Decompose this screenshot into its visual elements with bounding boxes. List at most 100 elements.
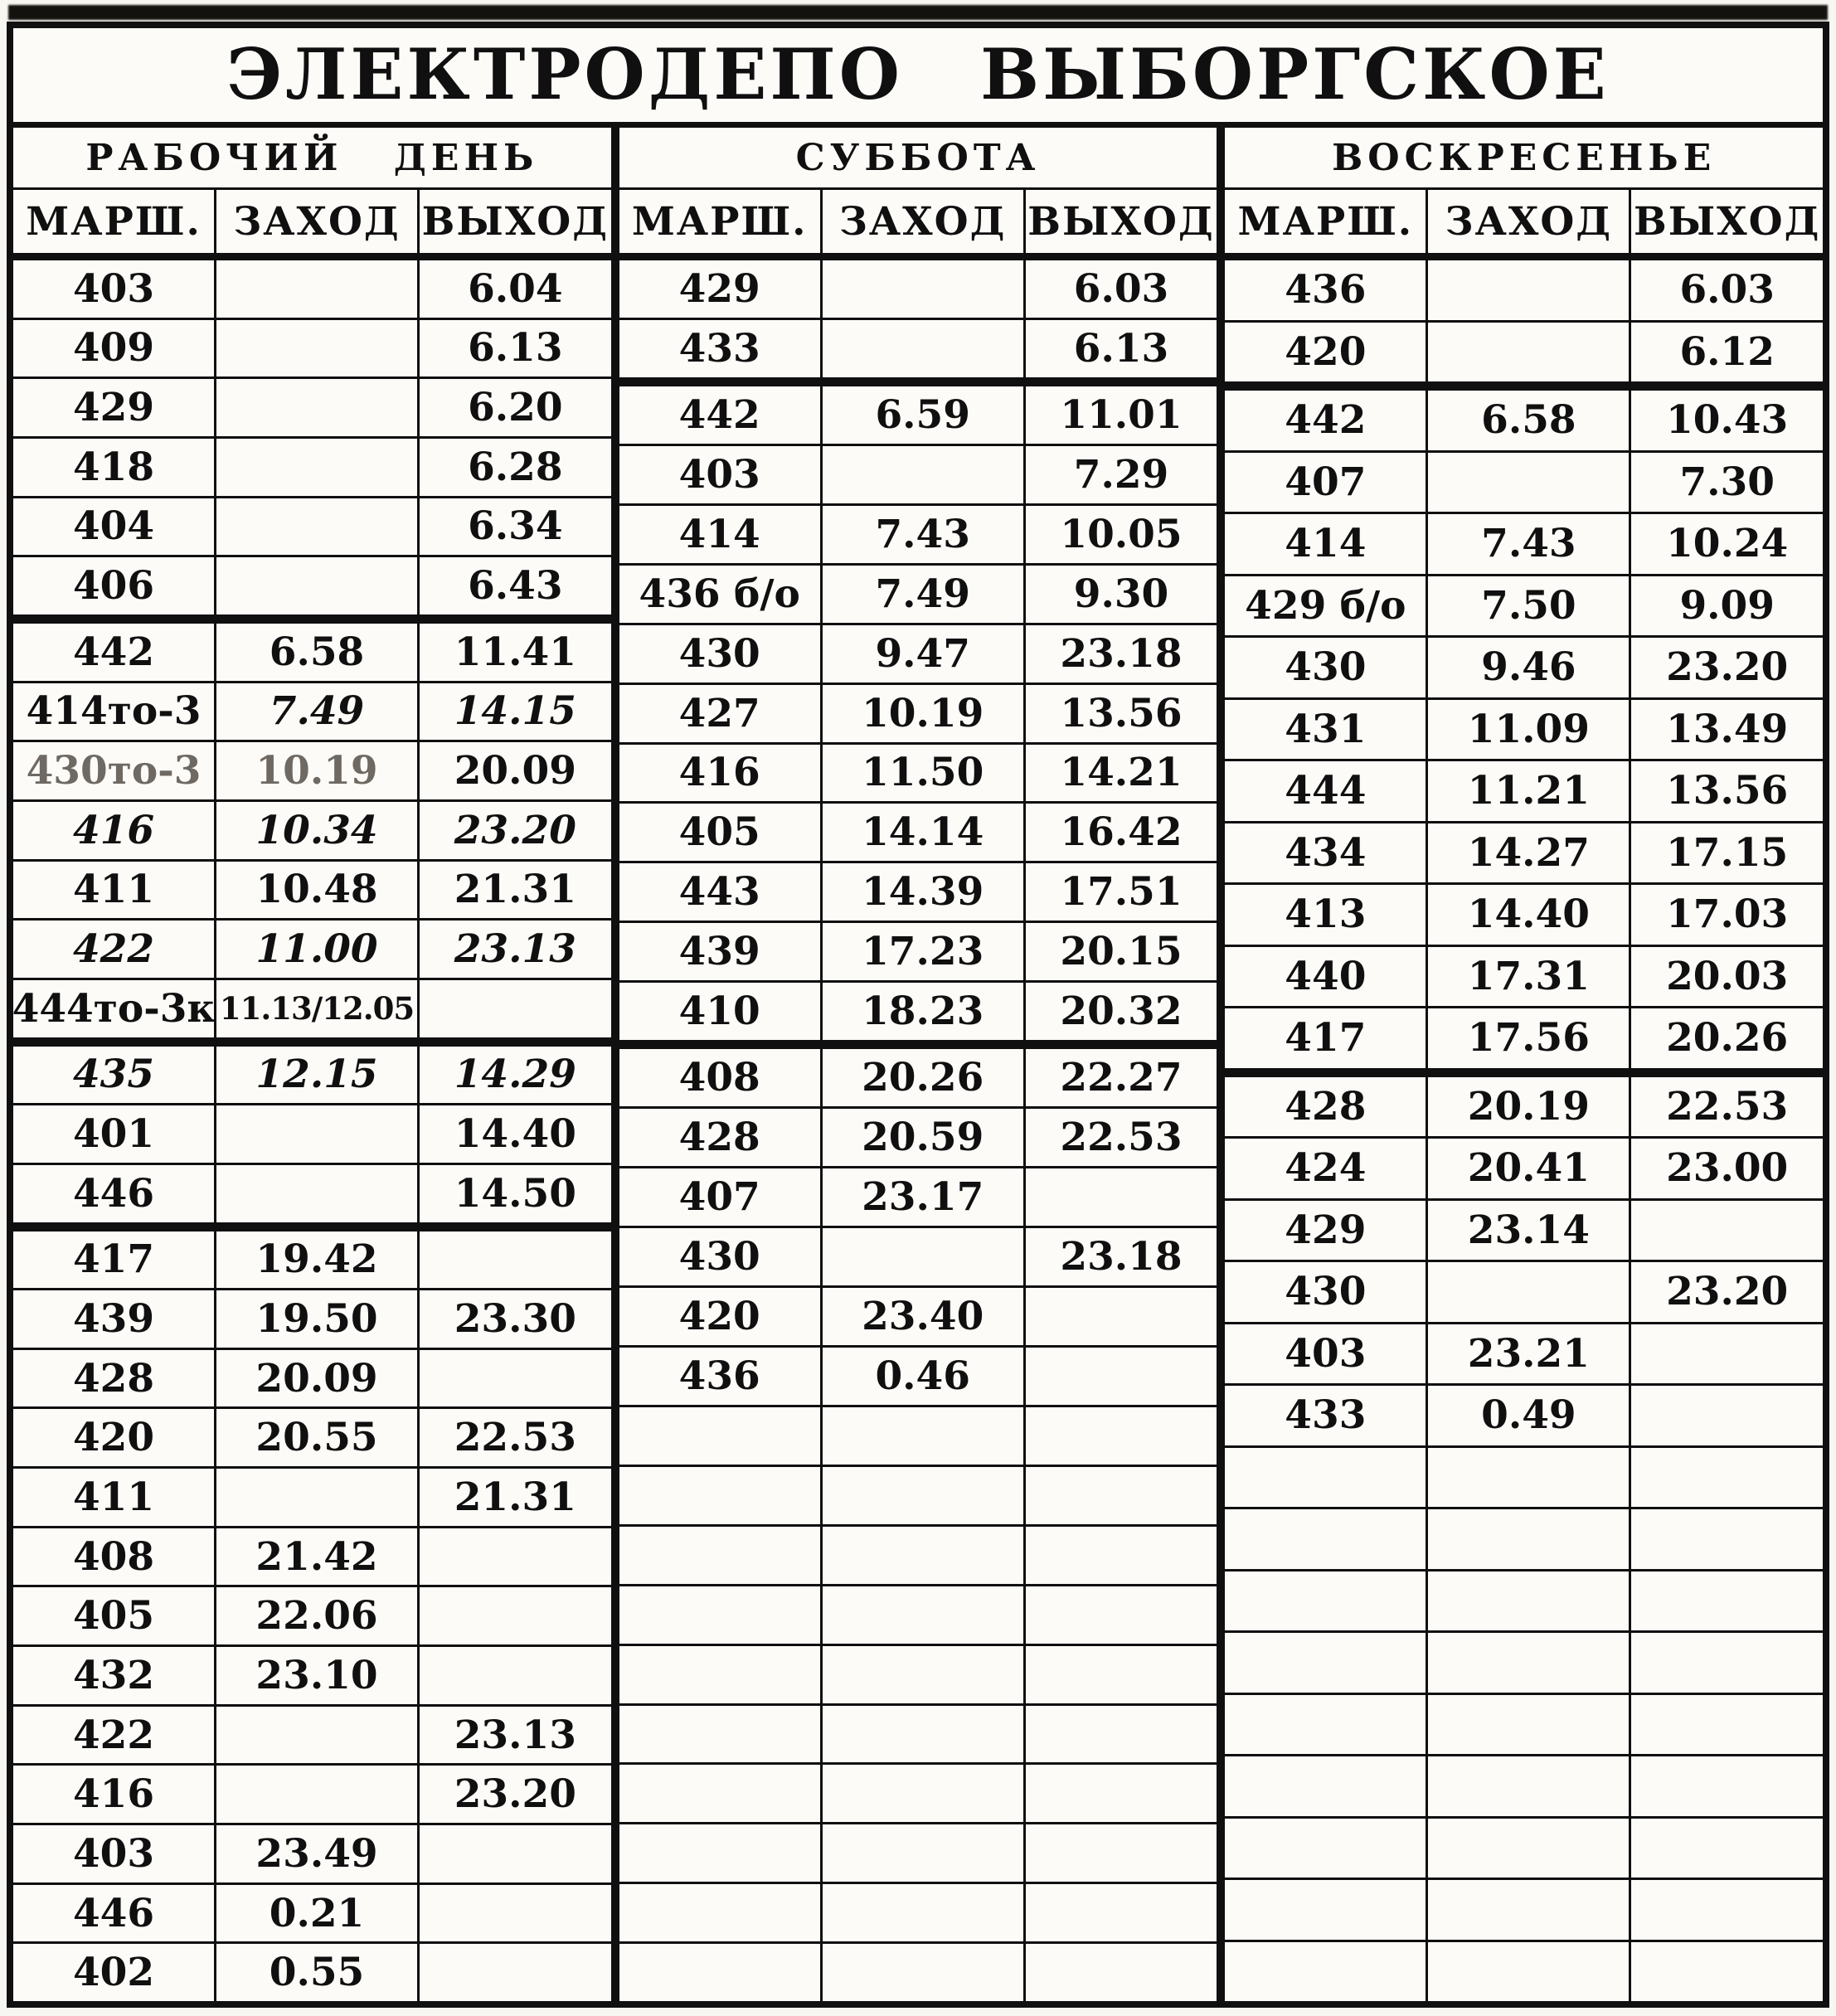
route-cell (619, 1526, 823, 1584)
zahod-cell: 7.43 (823, 505, 1026, 563)
zahod-cell (216, 557, 420, 615)
vyhod-cell: 23.20 (1666, 644, 1789, 691)
col-header-route-cell: МАРШ. (1225, 190, 1429, 253)
route-cell: 431 (1225, 699, 1429, 759)
vyhod-cell: 9.09 (1679, 582, 1775, 629)
zahod-cell: 0.21 (216, 1884, 420, 1942)
table-row: 417 17.56 20.26 (1225, 1008, 1824, 1077)
zahod-cell (1428, 322, 1632, 381)
route-cell: 427 (619, 684, 823, 742)
col-header-vyhod-cell: ВЫХОД (1027, 198, 1215, 245)
table-row: 434 14.27 17.15 (1225, 823, 1824, 885)
vyhod-cell (420, 1350, 611, 1407)
col-header-zahod-cell: ЗАХОД (216, 190, 420, 253)
vyhod-cell: 10.24 (1666, 521, 1789, 567)
vyhod-cell: 22.53 (1666, 1083, 1789, 1129)
vyhod-cell (420, 980, 611, 1037)
vyhod-cell (1631, 1756, 1823, 1816)
table-row: 436 б/о 7.49 9.30 (619, 565, 1217, 625)
vyhod-cell (1026, 1467, 1217, 1524)
table-row: 430 23.18 (619, 1228, 1217, 1288)
vyhod-cell (1631, 1572, 1823, 1631)
route-cell: 436 б/о (619, 565, 823, 623)
table-row: 405 22.06 (13, 1587, 611, 1648)
vyhod-cell: 7.29 (1073, 451, 1169, 498)
table-row: 428 20.09 (13, 1349, 611, 1410)
vyhod-cell: 22.27 (1060, 1055, 1183, 1101)
table-row: 427 10.19 13.56 (619, 684, 1217, 745)
vyhod-cell: 6.28 (468, 444, 563, 490)
vyhod-cell: 23.20 (1666, 1269, 1789, 1315)
vyhod-cell (420, 1528, 611, 1586)
table-row: 424 20.41 23.00 (1225, 1139, 1824, 1201)
route-cell: 401 (13, 1105, 217, 1163)
table-row (619, 1406, 1217, 1467)
route-cell: 424 (1225, 1139, 1429, 1198)
route-cell: 446 (13, 1884, 217, 1942)
route-cell: 411 (13, 1469, 217, 1526)
route-cell: 409 (13, 319, 217, 377)
route-cell: 442 (1225, 391, 1429, 450)
vyhod-cell: 14.50 (454, 1170, 576, 1217)
route-cell: 444 (1225, 761, 1429, 821)
route-cell: 403 (619, 445, 823, 503)
zahod-cell: 11.21 (1428, 761, 1632, 821)
table-row: 408 21.42 (13, 1528, 611, 1588)
zahod-cell (823, 260, 1026, 318)
route-cell (1225, 1818, 1429, 1878)
day-table-saturday: СУББОТА МАРШ. ЗАХОД ВЫХОД 429 6.03 433 6.13 442 6… (619, 128, 1226, 2002)
table-row (619, 1586, 1217, 1646)
table-body-saturday: 429 6.03 433 6.13 442 6.59 11.01 403 7.29 414 7.43… (619, 260, 1217, 2002)
vyhod-cell: 17.03 (1666, 891, 1789, 938)
zahod-cell (823, 1466, 1026, 1524)
route-cell: 403 (1225, 1324, 1429, 1383)
route-cell (619, 1586, 823, 1644)
vyhod-cell (1026, 1646, 1217, 1703)
table-row: 433 0.49 (1225, 1386, 1824, 1448)
table-row: 420 6.12 (1225, 322, 1824, 391)
table-row: 403 7.29 (619, 445, 1217, 506)
route-cell: 444то-3к (13, 979, 217, 1037)
table-row: 446 0.21 (13, 1884, 611, 1945)
table-row: 422 11.00 23.13 (13, 921, 611, 980)
zahod-cell (823, 1406, 1026, 1465)
zahod-cell: 20.59 (823, 1109, 1026, 1167)
table-row: 409 6.13 (13, 319, 611, 380)
vyhod-cell (1631, 1880, 1823, 1940)
vyhod-cell (1026, 1407, 1217, 1465)
scan-top-smudge (8, 5, 1828, 20)
table-row: 433 6.13 (619, 319, 1217, 386)
route-cell: 417 (1225, 1008, 1429, 1068)
vyhod-cell (1026, 1168, 1217, 1226)
table-row: 407 23.17 (619, 1168, 1217, 1228)
day-header-saturday: СУББОТА (619, 128, 1217, 190)
route-cell (1225, 1509, 1429, 1569)
vyhod-cell: 21.31 (454, 1474, 576, 1520)
route-cell (619, 1645, 823, 1703)
vyhod-cell: 9.30 (1073, 571, 1169, 617)
vyhod-cell (1026, 1586, 1217, 1644)
vyhod-cell: 23.30 (454, 1295, 576, 1342)
vyhod-cell (420, 1885, 611, 1942)
zahod-cell: 0.49 (1428, 1386, 1632, 1445)
table-row: 411 21.31 (13, 1469, 611, 1528)
zahod-cell: 6.58 (1428, 391, 1632, 450)
route-cell: 428 (1225, 1076, 1429, 1136)
column-headers: МАРШ. ЗАХОД ВЫХОД (13, 190, 611, 260)
zahod-cell (216, 379, 420, 436)
route-cell (1225, 1633, 1429, 1693)
table-frame: ЭЛЕКТРОДЕПО ВЫБОРГСКОЕ РАБОЧИЙ ДЕНЬ МАРШ.… (7, 22, 1829, 2008)
vyhod-cell: 14.40 (454, 1111, 576, 1158)
route-cell: 414 (1225, 514, 1429, 574)
zahod-cell: 17.56 (1428, 1008, 1632, 1068)
vyhod-cell: 17.15 (1666, 829, 1789, 876)
vyhod-cell (1631, 1695, 1823, 1755)
zahod-cell: 7.43 (1428, 514, 1632, 574)
zahod-cell (823, 1944, 1026, 2002)
route-cell (619, 1944, 823, 2002)
zahod-cell (1428, 1880, 1632, 1940)
route-cell: 416 (13, 801, 217, 859)
vyhod-cell: 6.12 (1679, 328, 1775, 375)
route-cell: 420 (13, 1409, 217, 1467)
vyhod-cell (1026, 1824, 1217, 1882)
